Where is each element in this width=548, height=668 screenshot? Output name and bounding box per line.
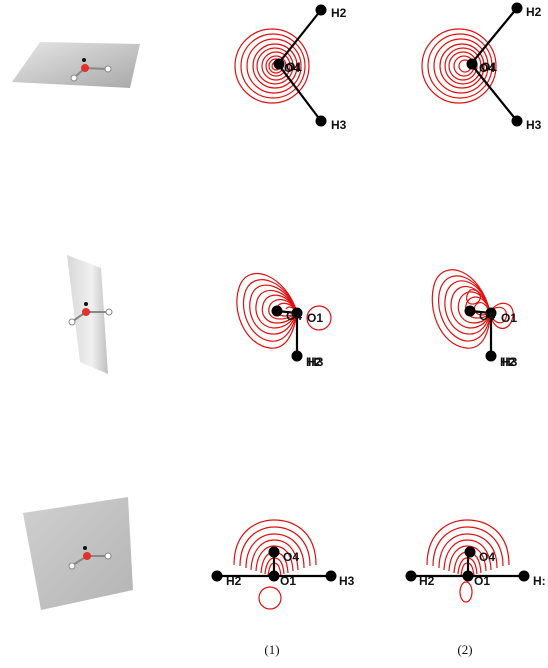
hydrogen-atom — [68, 562, 76, 570]
row3-plane-view — [23, 497, 133, 610]
atom-h2 — [511, 2, 523, 14]
atom-o1 — [291, 307, 303, 319]
caption-column-1: (1) — [264, 642, 279, 657]
atom-h2 — [315, 4, 327, 16]
atom-h2 — [405, 570, 417, 582]
caption-column-2: (2) — [457, 642, 472, 657]
atom-o4 — [464, 305, 476, 317]
atom-h2 — [211, 570, 223, 582]
atom-h3 — [511, 115, 523, 127]
plane-slab — [12, 42, 140, 88]
hydrogen-atom — [105, 308, 113, 316]
row3-molecule-2: H2 O1 H: O4 — [405, 546, 546, 588]
row2-contour-plot-1 — [236, 273, 332, 349]
label-o1: O1 — [481, 60, 497, 74]
hydrogen-atom — [104, 552, 112, 560]
row1-molecule-2: H2 H3 O4 O1 — [466, 2, 542, 132]
label-o4: O4 — [479, 309, 495, 323]
label-h2: H2 — [331, 6, 347, 20]
atom-o1 — [268, 570, 280, 582]
label-o1: O1 — [286, 60, 302, 74]
label-o4: O4 — [479, 61, 495, 75]
label-h2: H2 — [306, 355, 322, 369]
atom-h3 — [315, 115, 327, 127]
label-h3: H3 — [502, 355, 518, 369]
oxygen-atom — [81, 64, 89, 72]
row2-plane-view — [67, 255, 113, 374]
label-h2: H2 — [226, 574, 242, 588]
row1-plane-view — [12, 42, 140, 88]
label-h3: H3 — [339, 574, 355, 588]
oxygen-atom — [82, 308, 90, 316]
atom-o4 — [268, 546, 280, 558]
atom-h2 — [291, 350, 303, 362]
row3-contour-plot-1 — [233, 519, 317, 610]
atom-h3 — [325, 570, 337, 582]
oxygen-atom — [83, 552, 91, 560]
label-h2: H2 — [500, 355, 516, 369]
label-h2: H2 — [419, 574, 435, 588]
atom-h2 — [485, 350, 497, 362]
label-o1: O1 — [501, 311, 517, 325]
hydrogen-atom — [104, 65, 112, 73]
label-h3-cropped: H: — [533, 574, 546, 588]
label-o4: O4 — [286, 309, 302, 323]
label-h3: H3 — [526, 118, 542, 132]
atom-o4 — [464, 546, 476, 558]
plane-slab — [23, 497, 133, 610]
atom-o4 — [273, 58, 285, 70]
label-h3: H3 — [331, 118, 347, 132]
hydrogen-atom — [68, 318, 76, 326]
row1-molecule-1: H2 H3 O4 O1 — [273, 4, 347, 132]
label-o4: O4 — [284, 61, 300, 75]
label-o1: O1 — [307, 311, 323, 325]
label-h3: H3 — [308, 355, 324, 369]
row2-molecule-1: O4 O1 H2 H3 — [271, 305, 324, 369]
label-o1: O1 — [474, 574, 490, 588]
atom-o4 — [271, 305, 283, 317]
atom-o1 — [485, 307, 497, 319]
label-o4: O4 — [479, 550, 495, 564]
row3-contour-plot-2 — [426, 519, 510, 603]
atom-o4 — [466, 58, 478, 70]
atom-o1 — [462, 570, 474, 582]
label-o1: O1 — [280, 574, 296, 588]
row2-molecule-2: O4 O1 H2 H3 — [464, 305, 518, 369]
atom-h3 — [518, 570, 530, 582]
label-h2: H2 — [526, 5, 542, 19]
row3-molecule-1: H2 O1 H3 O4 — [211, 546, 355, 588]
hydrogen-atom — [70, 74, 78, 82]
label-o4: O4 — [283, 550, 299, 564]
